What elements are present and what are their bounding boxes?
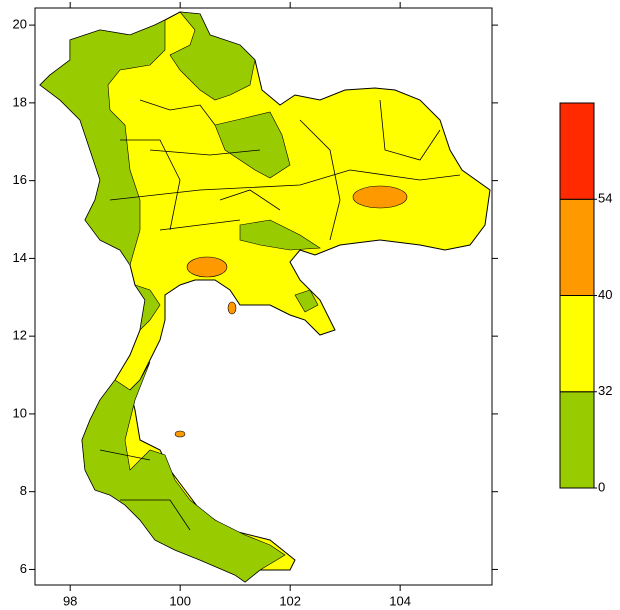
y-tick-label: 8 [20,483,27,498]
x-tick-label: 104 [389,593,411,608]
colorbar-label: 32 [598,383,612,398]
green-zone [39,19,166,266]
province-borders [99,99,461,531]
colorbar-band [559,198,595,296]
green-zone [134,284,161,331]
orange-zone [227,301,237,315]
colorbar-band [559,391,595,489]
x-tick-label: 102 [279,593,301,608]
orange-zone [174,430,186,438]
y-tick-label: 14 [13,250,27,265]
orange-zone [352,185,408,209]
y-tick-label: 18 [13,94,27,109]
green-zone [214,111,291,179]
colorbar-label: 40 [598,287,612,302]
green-zone [294,289,319,313]
green-zone [169,11,256,101]
green-zone [239,219,321,251]
orange-zone [186,256,228,278]
green-zone [81,361,286,583]
y-tick-label: 20 [13,17,27,32]
y-tick-label: 16 [13,172,27,187]
y-tick-label: 10 [13,405,27,420]
colorbar-label: 0 [598,479,605,494]
x-tick-label: 100 [169,593,191,608]
colorbar: 0 32 40 54 [559,102,612,494]
colorbar-band [559,295,595,393]
colorbar-band [559,102,595,200]
map-frame [34,7,493,586]
x-tick-label: 98 [63,593,77,608]
colorbar-label: 54 [598,191,612,206]
y-tick-label: 6 [20,561,27,576]
country-map [39,11,491,583]
y-tick-label: 12 [13,328,27,343]
